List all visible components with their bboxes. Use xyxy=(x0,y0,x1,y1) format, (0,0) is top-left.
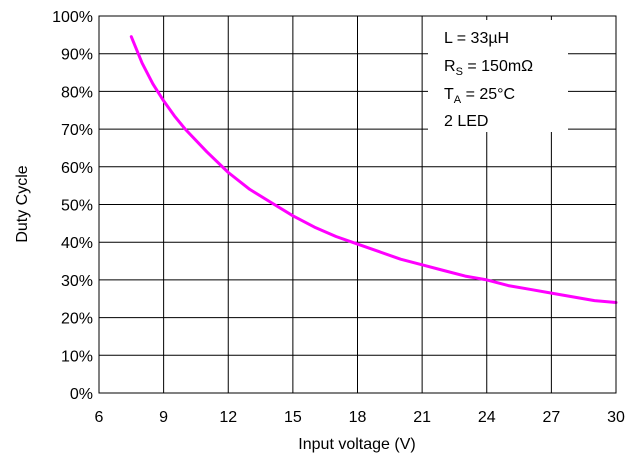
y-tick-label: 100% xyxy=(52,9,93,26)
y-tick-label: 80% xyxy=(61,84,93,101)
x-tick-label: 9 xyxy=(159,409,168,426)
y-tick-label: 70% xyxy=(61,122,93,139)
y-tick-label: 10% xyxy=(61,348,93,365)
duty-cycle-series-line xyxy=(129,35,618,304)
annotation-sense-resistor: RS = 150mΩ xyxy=(444,58,533,78)
y-axis-title: Duty Cycle xyxy=(14,165,31,242)
annotation-box: L = 33µH RS = 150mΩ TA = 25°C 2 LED xyxy=(444,30,533,130)
x-tick-label: 12 xyxy=(219,409,237,426)
y-tick-label: 0% xyxy=(70,386,93,403)
x-tick-label: 30 xyxy=(607,409,625,426)
y-tick-label: 20% xyxy=(61,311,93,328)
annotation-led-count: 2 LED xyxy=(444,113,488,130)
annotation-box-background xyxy=(428,20,568,132)
grid xyxy=(99,16,616,393)
plot-frame xyxy=(98,15,617,394)
annotation-ambient-temperature: TA = 25°C xyxy=(444,86,515,106)
y-tick-label: 40% xyxy=(61,235,93,252)
x-tick-label: 21 xyxy=(413,409,431,426)
y-tick-label: 30% xyxy=(61,273,93,290)
series-layer xyxy=(129,35,618,304)
y-tick-label: 60% xyxy=(61,160,93,177)
x-tick-label: 27 xyxy=(542,409,560,426)
tick-labels: 0% 10% 20% 30% 40% 50% 60% 70% 80% 90% 100% 6 9 12 15 1… xyxy=(52,9,625,426)
x-axis-title: Input voltage (V) xyxy=(298,436,415,453)
x-tick-label: 18 xyxy=(349,409,367,426)
x-tick-label: 24 xyxy=(478,409,496,426)
annotation-inductance: L = 33µH xyxy=(444,30,509,47)
y-tick-label: 50% xyxy=(61,198,93,215)
y-tick-label: 90% xyxy=(61,47,93,64)
x-tick-label: 6 xyxy=(95,409,104,426)
x-tick-label: 15 xyxy=(284,409,302,426)
